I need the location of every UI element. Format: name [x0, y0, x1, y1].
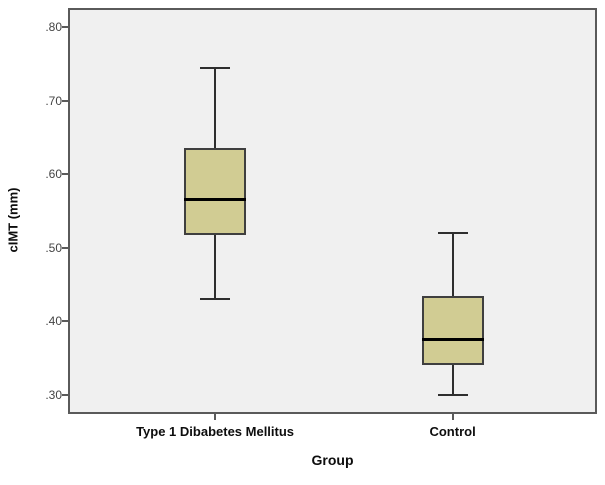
y-tick-mark [62, 320, 68, 323]
whisker-cap-lower [200, 298, 231, 301]
y-tick-mark [62, 393, 68, 396]
whisker-lower [214, 234, 217, 300]
median-line [421, 338, 484, 342]
y-tick-mark [62, 173, 68, 176]
y-tick-label: .30 [45, 387, 62, 402]
y-tick-mark [62, 26, 68, 29]
y-tick-label: .80 [45, 20, 62, 35]
whisker-cap-upper [200, 66, 231, 69]
y-tick-label: .60 [45, 167, 62, 182]
whisker-upper [214, 67, 217, 149]
x-tick-label: Control [429, 424, 476, 439]
x-tick-mark [214, 414, 217, 420]
x-tick-label: Type 1 Dibabetes Mellitus [136, 424, 295, 439]
whisker-cap-lower [437, 393, 468, 396]
y-tick-mark [62, 99, 68, 102]
y-tick-label: .50 [45, 240, 62, 255]
plot-area [68, 8, 597, 414]
boxplot-box [184, 148, 247, 235]
median-line [184, 198, 247, 202]
boxplot-box [421, 295, 484, 366]
whisker-upper [451, 233, 454, 296]
whisker-lower [451, 365, 454, 395]
x-tick-mark [451, 414, 454, 420]
whisker-cap-upper [437, 232, 468, 235]
x-axis-label: Group [311, 452, 354, 468]
y-tick-mark [62, 246, 68, 249]
y-tick-label: .70 [45, 93, 62, 108]
y-tick-label: .40 [45, 314, 62, 329]
